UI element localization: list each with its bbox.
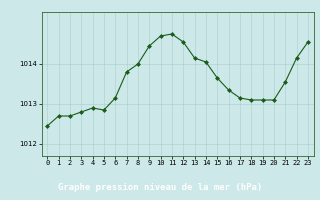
Text: Graphe pression niveau de la mer (hPa): Graphe pression niveau de la mer (hPa) <box>58 182 262 192</box>
